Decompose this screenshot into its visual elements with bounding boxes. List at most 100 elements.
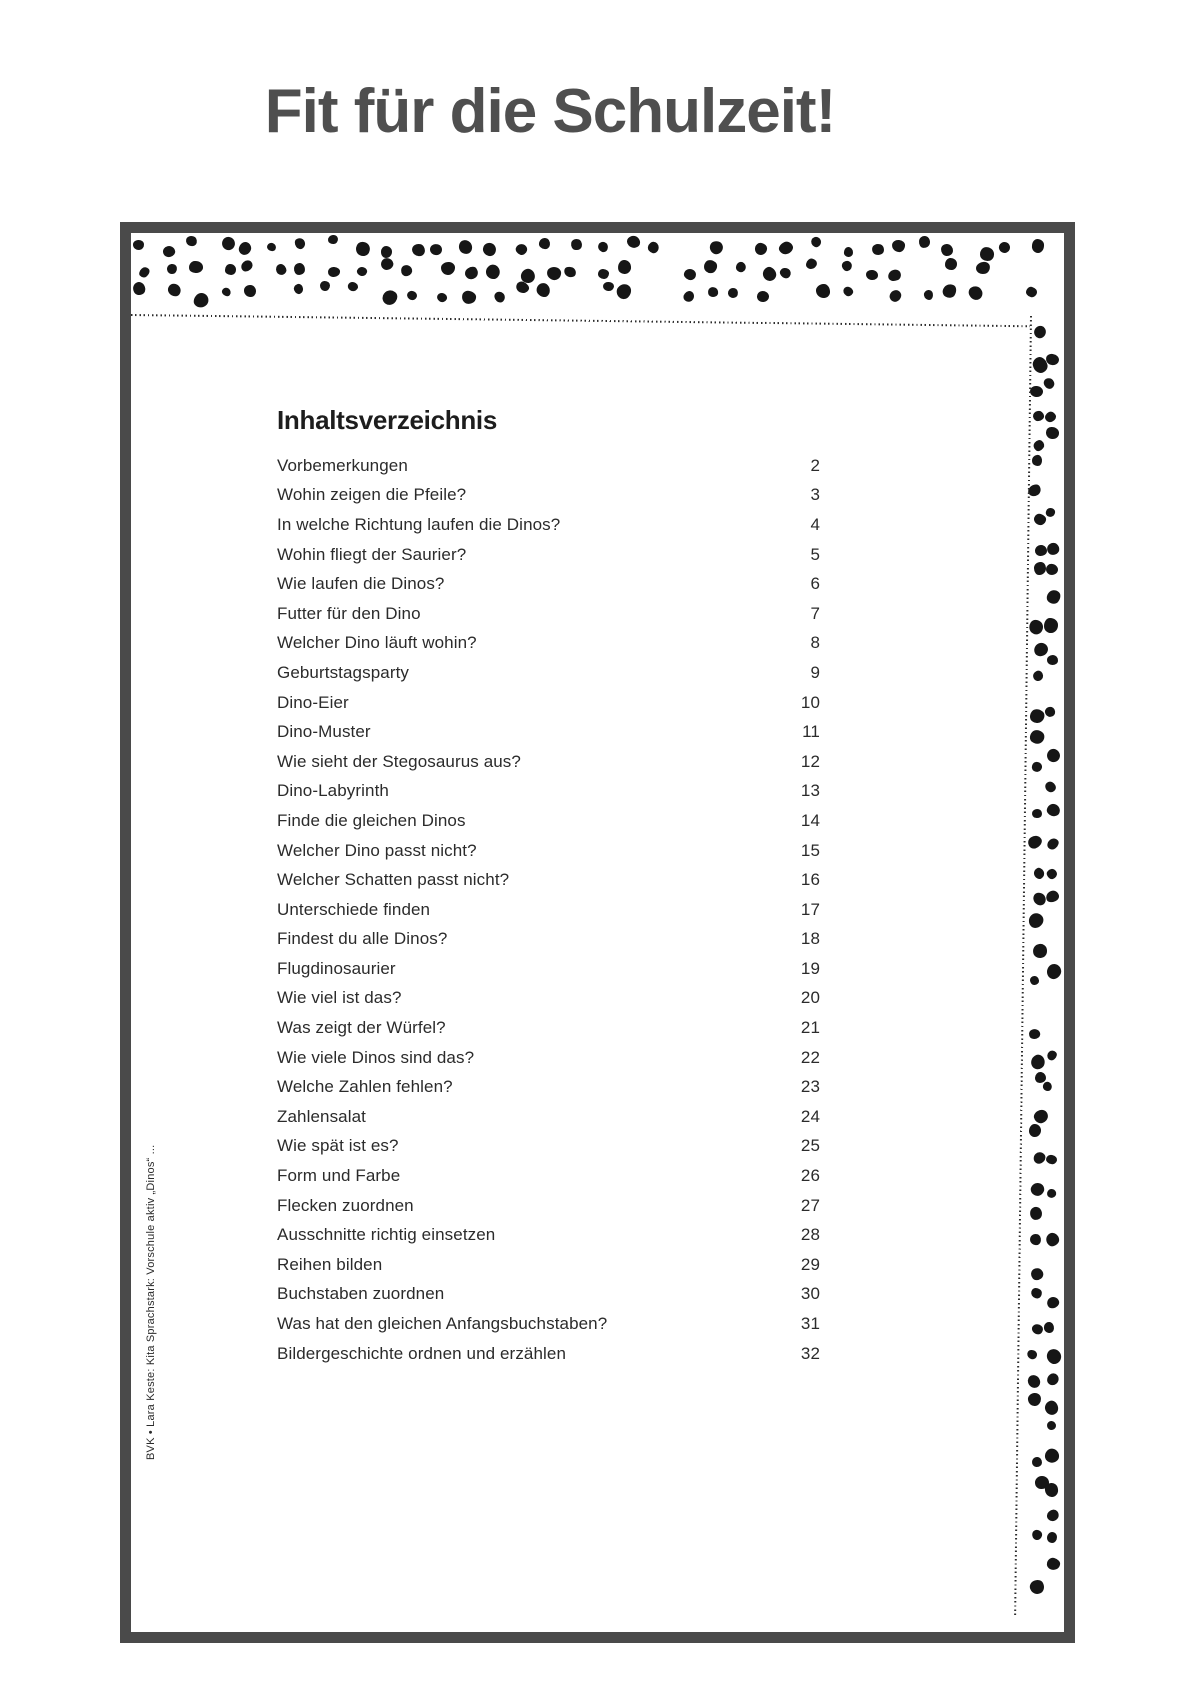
decorative-dot xyxy=(871,242,886,257)
decorative-dot xyxy=(1044,540,1062,558)
decorative-dot xyxy=(265,241,278,253)
toc-row: Flugdinosaurier 19 xyxy=(277,954,820,984)
decorative-dot xyxy=(1045,802,1062,818)
toc-entry-label: Was zeigt der Würfel? xyxy=(277,1018,446,1038)
toc-entry-page-number: 30 xyxy=(800,1284,820,1304)
decorative-dot xyxy=(161,245,176,259)
toc-entry-label: Buchstaben zuordnen xyxy=(277,1284,445,1304)
toc-entry-label: Findest du alle Dinos? xyxy=(277,929,448,949)
toc-row: Unterschiede finden 17 xyxy=(277,895,820,925)
toc-row: Finde die gleichen Dinos 14 xyxy=(277,806,820,836)
decorative-dot xyxy=(1028,1232,1042,1246)
decorative-dot xyxy=(1031,1108,1050,1126)
toc-row: Wohin fliegt der Saurier? 5 xyxy=(277,540,820,570)
toc-entry-page-number: 19 xyxy=(800,958,820,978)
decorative-dot xyxy=(1044,1481,1059,1497)
decorative-dot xyxy=(617,259,632,274)
toc-row: Futter für den Dino 7 xyxy=(277,599,820,629)
toc-row: Ausschnitte richtig einsetzen 28 xyxy=(277,1220,820,1250)
toc-row: Dino-Eier 10 xyxy=(277,688,820,718)
decorative-dot xyxy=(888,287,904,304)
decorative-dot xyxy=(1034,544,1048,557)
toc-entry-page-number: 2 xyxy=(810,455,820,475)
toc-entry-page-number: 22 xyxy=(800,1047,820,1067)
decorative-dot xyxy=(1026,705,1047,726)
decorative-dot xyxy=(1032,1456,1043,1468)
toc-entry-label: Was hat den gleichen Anfangsbuchstaben? xyxy=(277,1314,608,1334)
toc-row: Was zeigt der Würfel? 21 xyxy=(277,1013,820,1043)
decorative-dot xyxy=(1027,727,1047,748)
decorative-dot xyxy=(596,240,610,255)
decorative-dot xyxy=(1031,866,1046,881)
decorative-dot xyxy=(538,237,551,250)
decorative-dot xyxy=(1044,1507,1061,1524)
toc-list: Vorbemerkungen 2 Wohin zeigen die Pfeile? 3… xyxy=(277,451,820,1368)
decorative-dot xyxy=(682,267,698,282)
decorative-dot xyxy=(1044,746,1063,765)
decorative-dot xyxy=(292,282,305,295)
decorative-dot xyxy=(1025,832,1044,851)
toc-entry-page-number: 29 xyxy=(800,1254,820,1274)
decorative-dot xyxy=(1028,1285,1044,1301)
decorative-dot xyxy=(1045,1186,1059,1200)
decorative-dot xyxy=(435,290,449,304)
decorative-dot xyxy=(701,257,720,276)
toc-row: Wie viele Dinos sind das? 22 xyxy=(277,1043,820,1073)
decorative-dot xyxy=(1028,1206,1044,1222)
toc-entry-label: Welche Zahlen fehlen? xyxy=(277,1077,453,1097)
decorative-dot xyxy=(1044,961,1064,982)
decorative-dot xyxy=(760,265,780,284)
toc-entry-page-number: 18 xyxy=(800,929,820,949)
decorative-dot xyxy=(681,289,696,304)
toc-row: Geburtstagsparty 9 xyxy=(277,658,820,688)
decorative-dot xyxy=(602,282,614,292)
decorative-dot xyxy=(462,264,481,282)
decorative-dot xyxy=(1043,1230,1062,1249)
decorative-dot xyxy=(1044,506,1057,518)
toc-entry-label: Dino-Labyrinth xyxy=(277,781,389,801)
decorative-dot xyxy=(1028,1180,1047,1199)
decorative-dot xyxy=(944,258,958,271)
decorative-dot xyxy=(1031,808,1043,820)
decorative-dot xyxy=(892,239,906,253)
decorative-dot xyxy=(380,287,400,308)
decorative-dot xyxy=(840,259,853,273)
decorative-dot xyxy=(185,234,198,247)
decorative-dot xyxy=(1031,438,1046,453)
decorative-dot xyxy=(381,245,393,258)
decorative-dot xyxy=(481,241,499,258)
toc-entry-label: Wie sieht der Stegosaurus aus? xyxy=(277,751,521,771)
decorative-dot xyxy=(756,290,771,303)
decorative-dot xyxy=(707,238,725,257)
toc-entry-label: Wie spät ist es? xyxy=(277,1136,399,1156)
decorative-dot xyxy=(1029,385,1044,399)
decorative-dot xyxy=(979,246,995,262)
toc-entry-label: Dino-Muster xyxy=(277,722,371,742)
toc-row: Welcher Dino passt nicht? 15 xyxy=(277,836,820,866)
decorative-dot xyxy=(1031,454,1043,466)
decorative-dot xyxy=(238,258,255,275)
toc-entry-label: Wie viel ist das? xyxy=(277,988,402,1008)
decorative-dot xyxy=(940,281,960,301)
toc-entry-label: In welche Richtung laufen die Dinos? xyxy=(277,514,561,534)
decorative-dot xyxy=(346,280,360,293)
decorative-dot xyxy=(1028,1123,1041,1138)
decorative-dot xyxy=(997,240,1012,255)
toc-entry-label: Flecken zuordnen xyxy=(277,1195,414,1215)
toc-row: Wie spät ist es? 25 xyxy=(277,1132,820,1162)
decorative-dot xyxy=(492,289,508,306)
decorative-dot xyxy=(1043,617,1059,633)
decorative-dot xyxy=(1031,640,1050,658)
decorative-dot xyxy=(237,240,253,257)
decorative-dot xyxy=(130,279,148,297)
decorative-dot xyxy=(406,289,419,302)
decorative-dot xyxy=(1024,285,1038,299)
toc-entry-label: Form und Farbe xyxy=(277,1166,401,1186)
toc-row: Buchstaben zuordnen 30 xyxy=(277,1280,820,1310)
decorative-dot xyxy=(706,285,719,298)
toc-heading: Inhaltsverzeichnis xyxy=(277,405,498,435)
decorative-dot xyxy=(1044,1371,1061,1388)
decorative-dot xyxy=(940,244,954,258)
toc-entry-page-number: 20 xyxy=(800,988,820,1008)
decorative-dot xyxy=(1043,780,1059,795)
